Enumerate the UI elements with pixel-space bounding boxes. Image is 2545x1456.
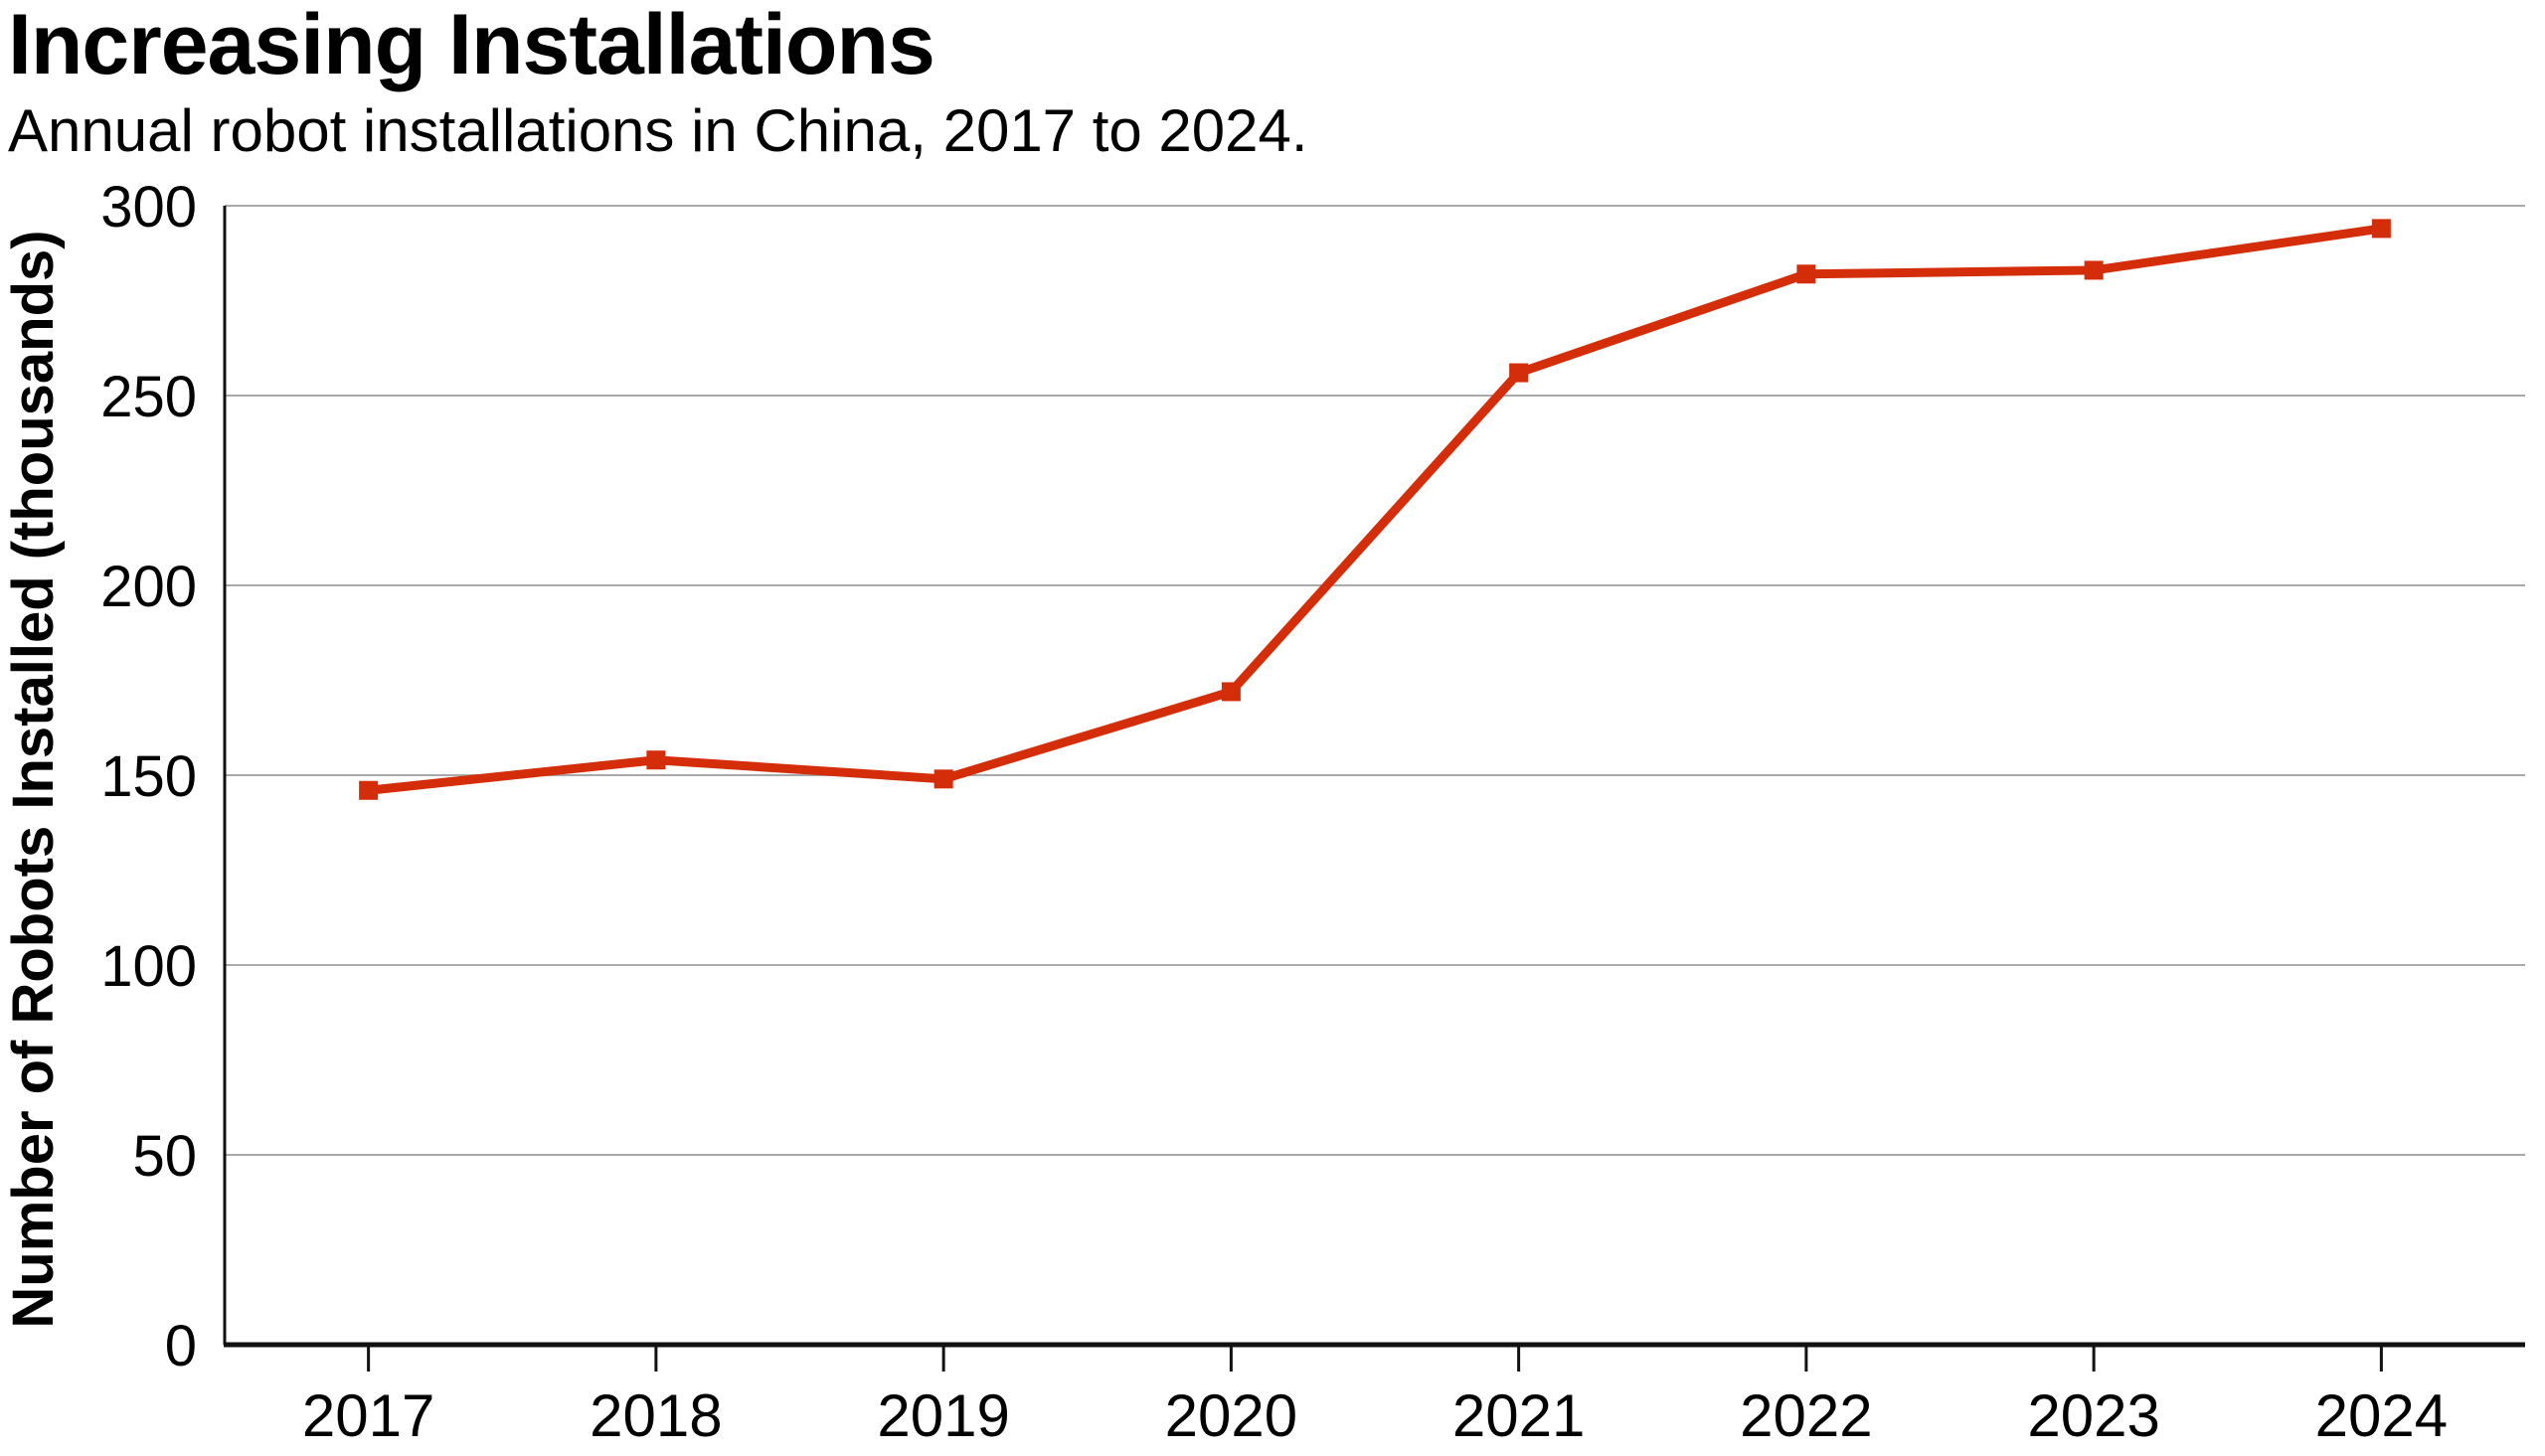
x-tick-label: 2021	[1452, 1382, 1585, 1449]
x-tick-label: 2018	[590, 1382, 722, 1449]
x-tick-label: 2023	[2027, 1382, 2159, 1449]
data-point-marker	[1796, 264, 1816, 284]
chart-subtitle: Annual robot installations in China, 201…	[8, 97, 1308, 164]
chart-title: Increasing Installations	[8, 0, 935, 92]
y-tick-label: 0	[165, 1314, 197, 1378]
data-point-marker	[1221, 682, 1241, 702]
x-tick-label: 2022	[1740, 1382, 1872, 1449]
y-tick-label: 300	[100, 175, 197, 240]
y-tick-label: 150	[100, 744, 197, 809]
y-tick-label: 50	[132, 1124, 197, 1189]
data-point-marker	[933, 769, 953, 789]
data-point-marker	[2371, 219, 2391, 239]
data-point-marker	[1509, 363, 1529, 383]
data-point-marker	[359, 780, 379, 800]
y-tick-label: 200	[100, 555, 197, 619]
y-tick-label: 250	[100, 365, 197, 429]
data-point-marker	[2084, 260, 2104, 280]
y-tick-label: 100	[100, 934, 197, 999]
x-tick-label: 2020	[1165, 1382, 1297, 1449]
data-line	[368, 224, 2383, 795]
x-tick-label: 2017	[302, 1382, 434, 1449]
x-tick-label: 2024	[2315, 1382, 2448, 1449]
x-tick-label: 2019	[877, 1382, 1009, 1449]
data-point-marker	[646, 750, 666, 770]
